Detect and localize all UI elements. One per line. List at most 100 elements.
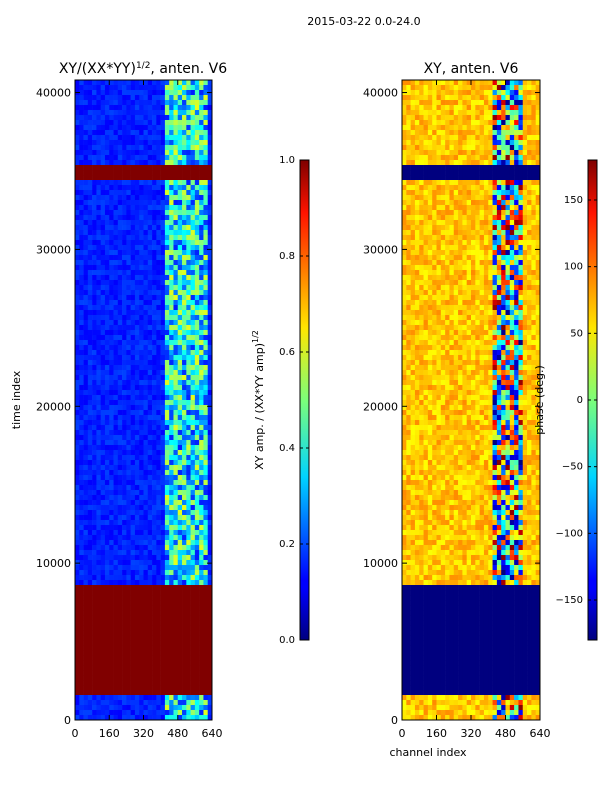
- heatmap-cell: [126, 605, 131, 611]
- heatmap-cell: [199, 230, 204, 236]
- heatmap-cell: [143, 115, 149, 121]
- heatmap-cell: [109, 140, 114, 146]
- heatmap-cell: [79, 690, 84, 696]
- heatmap-cell: [83, 315, 89, 321]
- heatmap-cell: [126, 405, 131, 411]
- heatmap-cell: [156, 290, 161, 296]
- heatmap-cell: [466, 145, 472, 151]
- heatmap-cell: [186, 410, 191, 416]
- heatmap-cell: [130, 195, 136, 201]
- heatmap-cell: [414, 135, 420, 141]
- heatmap-cell: [160, 250, 166, 256]
- heatmap-cell: [92, 490, 97, 496]
- heatmap-cell: [134, 370, 140, 376]
- heatmap-cell: [505, 150, 511, 156]
- heatmap-cell: [79, 515, 84, 521]
- heatmap-cell: [199, 265, 204, 271]
- heatmap-cell: [164, 560, 170, 566]
- heatmap-cell: [156, 400, 161, 406]
- heatmap-cell: [156, 675, 161, 681]
- heatmap-cell: [488, 140, 493, 146]
- heatmap-cell: [466, 150, 472, 156]
- heatmap-cell: [79, 610, 84, 616]
- heatmap-cell: [182, 420, 187, 426]
- heatmap-cell: [182, 395, 187, 401]
- heatmap-cell: [156, 670, 161, 676]
- heatmap-cell: [126, 600, 131, 606]
- heatmap-cell: [501, 130, 506, 136]
- heatmap-cell: [182, 360, 187, 366]
- heatmap-cell: [92, 365, 97, 371]
- heatmap-cell: [169, 445, 174, 451]
- heatmap-cell: [104, 385, 110, 391]
- heatmap-cell: [432, 145, 437, 151]
- heatmap-cell: [134, 425, 140, 431]
- heatmap-cell: [96, 635, 101, 641]
- heatmap-cell: [96, 115, 101, 121]
- heatmap-cell: [130, 715, 136, 721]
- heatmap-cell: [475, 180, 480, 186]
- heatmap-cell: [423, 135, 429, 141]
- heatmap-cell: [117, 710, 123, 716]
- heatmap-cell: [427, 155, 433, 161]
- heatmap-cell: [173, 370, 179, 376]
- heatmap-cell: [96, 680, 101, 686]
- heatmap-cell: [182, 440, 187, 446]
- heatmap-cell: [483, 105, 489, 111]
- heatmap-cell: [113, 710, 119, 716]
- heatmap-cell: [423, 205, 429, 211]
- heatmap-cell: [199, 300, 204, 306]
- heatmap-cell: [177, 685, 183, 691]
- heatmap-cell: [87, 340, 93, 346]
- heatmap-cell: [96, 255, 101, 261]
- heatmap-cell: [109, 480, 114, 486]
- heatmap-cell: [475, 170, 480, 176]
- heatmap-cell: [134, 265, 140, 271]
- heatmap-cell: [147, 565, 153, 571]
- colorbar-tick-label: 0.0: [279, 635, 295, 646]
- heatmap-cell: [100, 205, 106, 211]
- heatmap-cell: [177, 145, 183, 151]
- heatmap-cell: [147, 455, 153, 461]
- heatmap-cell: [514, 195, 519, 201]
- heatmap-cell: [436, 180, 442, 186]
- heatmap-cell: [122, 620, 127, 626]
- heatmap-cell: [169, 135, 174, 141]
- heatmap-cell: [173, 450, 179, 456]
- heatmap-cell: [177, 460, 183, 466]
- heatmap-cell: [117, 340, 123, 346]
- heatmap-cell: [419, 145, 424, 151]
- heatmap-cell: [113, 590, 119, 596]
- heatmap-cell: [79, 175, 84, 181]
- heatmap-cell: [156, 370, 161, 376]
- heatmap-cell: [199, 270, 204, 276]
- heatmap-cell: [134, 600, 140, 606]
- heatmap-cell: [96, 515, 101, 521]
- heatmap-cell: [173, 535, 179, 541]
- heatmap-cell: [190, 210, 196, 216]
- heatmap-cell: [164, 250, 170, 256]
- heatmap-cell: [113, 355, 119, 361]
- heatmap-cell: [96, 225, 101, 231]
- heatmap-cell: [96, 480, 101, 486]
- heatmap-cell: [109, 550, 114, 556]
- heatmap-cell: [126, 105, 131, 111]
- heatmap-cell: [199, 100, 204, 106]
- heatmap-cell: [147, 270, 153, 276]
- heatmap-cell: [139, 575, 144, 581]
- heatmap-cell: [462, 195, 467, 201]
- heatmap-cell: [100, 155, 106, 161]
- heatmap-cell: [483, 190, 489, 196]
- heatmap-cell: [130, 375, 136, 381]
- heatmap-cell: [462, 100, 467, 106]
- heatmap-cell: [92, 680, 97, 686]
- heatmap-cell: [169, 650, 174, 656]
- heatmap-cell: [182, 215, 187, 221]
- heatmap-cell: [203, 400, 209, 406]
- heatmap-cell: [147, 570, 153, 576]
- heatmap-cell: [92, 140, 97, 146]
- heatmap-cell: [449, 160, 455, 166]
- heatmap-cell: [527, 140, 532, 146]
- heatmap-cell: [414, 100, 420, 106]
- heatmap-cell: [479, 110, 485, 116]
